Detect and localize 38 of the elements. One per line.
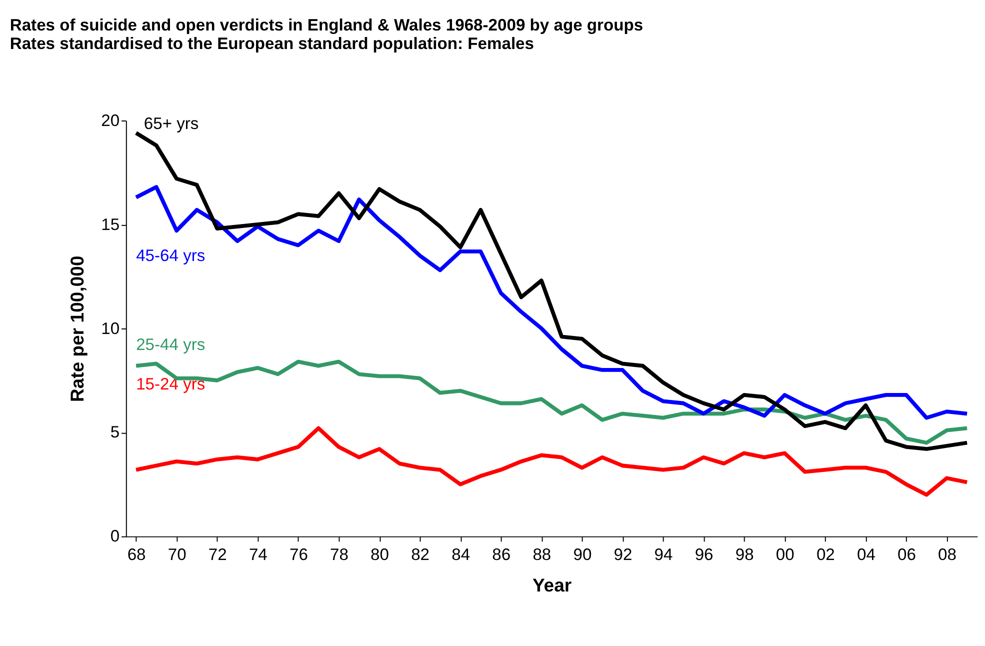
chart-subtitle: Rates standardised to the European standard population: Females [10, 34, 534, 54]
series-label: 25-44 yrs [136, 335, 206, 354]
y-axis-title: Rate per 100,000 [66, 256, 88, 402]
line-series [134, 426, 970, 497]
x-tick-label: 08 [938, 545, 957, 564]
x-tick-label: 76 [289, 545, 308, 564]
x-tick-label: 02 [816, 545, 835, 564]
y-tick-label: 5 [110, 422, 120, 442]
line-series [134, 360, 970, 445]
x-axis-title: Year [532, 574, 572, 596]
series-label: 45-64 yrs [136, 246, 206, 265]
x-tick-label: 04 [856, 545, 876, 564]
x-tick-label: 94 [654, 545, 673, 564]
x-tick-label: 88 [532, 545, 552, 564]
x-tick-label: 96 [694, 545, 714, 564]
series-label: 65+ yrs [144, 114, 199, 134]
chart-title: Rates of suicide and open verdicts in England & Wales 1968-2009 by age groups [10, 16, 644, 35]
x-tick-label: 80 [370, 545, 389, 564]
x-tick-label: 70 [168, 545, 186, 564]
x-tick-label: 84 [452, 545, 470, 564]
x-tick-label: 74 [248, 545, 268, 564]
text: 15-24 yrs [136, 374, 206, 394]
x-tick-label: 06 [898, 545, 916, 564]
x-tick-label: 90 [573, 545, 592, 564]
x-tick-label: 86 [492, 545, 511, 564]
x-tick-label: 68 [127, 545, 146, 564]
x-tick-label: 98 [735, 545, 754, 564]
x-tick-label: 72 [208, 545, 227, 564]
y-tick-label: 10 [101, 318, 120, 338]
x-tick-label: 00 [776, 545, 794, 564]
y-tick-label: 15 [101, 214, 120, 234]
x-tick-label: 92 [614, 545, 632, 564]
line-series [134, 130, 970, 451]
x-tick-label: 78 [330, 545, 348, 564]
x-tick-label: 82 [411, 545, 430, 564]
y-tick-label: 20 [101, 110, 120, 130]
y-tick-label: 0 [110, 526, 120, 546]
line-series [134, 185, 970, 420]
